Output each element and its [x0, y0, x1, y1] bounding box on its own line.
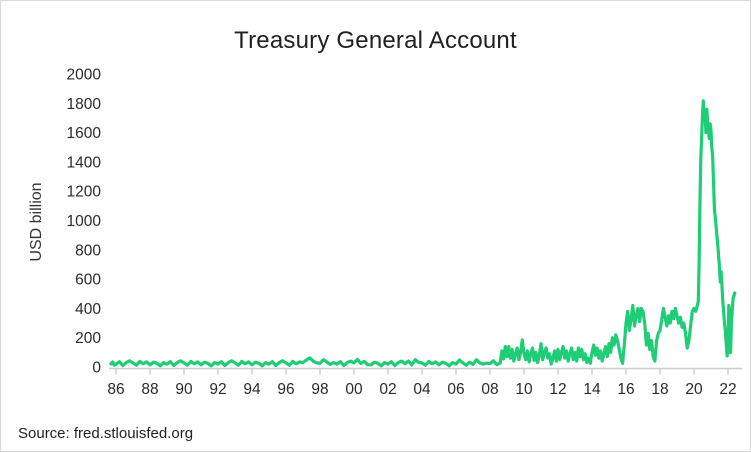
- y-tick-label: 400: [75, 301, 101, 318]
- chart-title: Treasury General Account: [234, 27, 517, 54]
- x-tick-label: 16: [617, 381, 634, 398]
- x-tick-label: 92: [209, 381, 226, 398]
- y-tick-label: 800: [75, 242, 101, 259]
- x-tick-label: 90: [175, 381, 193, 398]
- x-tick-label: 86: [107, 381, 124, 398]
- x-tick-label: 10: [515, 381, 533, 398]
- x-tick-label: 14: [583, 381, 601, 398]
- x-tick-label: 04: [413, 381, 431, 398]
- x-tick-label: 02: [379, 381, 396, 398]
- x-tick-label: 94: [243, 381, 261, 398]
- x-tick-label: 98: [311, 381, 328, 398]
- x-tick-label: 12: [549, 381, 566, 398]
- y-tick-label: 0: [92, 360, 101, 377]
- y-tick-label: 200: [75, 330, 101, 347]
- x-tick-label: 96: [277, 381, 294, 398]
- tga-data-line: [109, 99, 737, 368]
- y-tick-label: 2000: [67, 67, 102, 84]
- y-tick-label: 1400: [67, 154, 102, 171]
- x-tick-label: 22: [719, 381, 736, 398]
- y-tick-label: 1000: [67, 213, 102, 230]
- x-tick-label: 00: [345, 381, 363, 398]
- y-tick-label: 1600: [67, 125, 102, 142]
- y-tick-label: 1200: [67, 184, 102, 201]
- x-tick-label: 20: [685, 381, 703, 398]
- x-tick-label: 06: [447, 381, 464, 398]
- x-tick-label: 18: [651, 381, 668, 398]
- y-tick-label: 600: [75, 272, 101, 289]
- source-note: Source: fred.stlouisfed.org: [18, 425, 194, 442]
- x-tick-label: 88: [141, 381, 158, 398]
- x-tick-label: 08: [481, 381, 498, 398]
- y-tick-label: 1800: [67, 96, 102, 113]
